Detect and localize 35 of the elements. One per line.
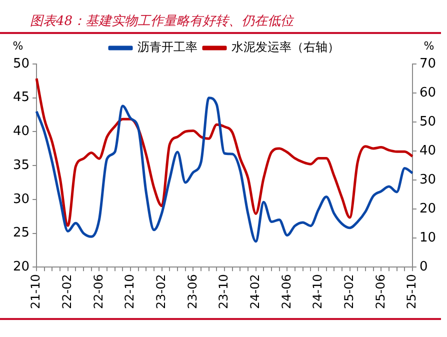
y2-tick-label: 60 (419, 85, 436, 100)
x-tick-label: 23-06 (185, 274, 200, 310)
line-series (35, 77, 414, 227)
y2-tick-label: 40 (419, 143, 436, 158)
y2-axis-title: % (424, 39, 434, 52)
y2-tick-label: 10 (419, 230, 436, 246)
x-tick-label: 24-02 (248, 274, 262, 310)
line-series (35, 96, 414, 243)
x-tick-label: 25-02 (342, 274, 356, 310)
x-tick-label: 22-02 (60, 274, 74, 310)
legend-label: 沥青开工率 (138, 40, 198, 54)
legend-label: 水泥发运率（右轴） (232, 40, 340, 54)
y2-tick-label: 70 (419, 56, 436, 72)
x-tick-label: 22-10 (122, 274, 137, 310)
y-tick-label: 20 (12, 260, 30, 275)
y2-tick-label: 30 (419, 172, 436, 188)
y-tick-label: 30 (12, 192, 30, 207)
y-tick-label: 40 (12, 124, 30, 140)
x-tick-label: 25-06 (373, 274, 388, 310)
x-tick-label: 22-06 (91, 274, 106, 310)
y-tick-label: 45 (12, 90, 30, 106)
y-axis-title: % (12, 39, 24, 52)
x-tick-label: 24-10 (310, 274, 325, 310)
y2-tick-label: 0 (419, 260, 428, 275)
x-tick-label: 23-10 (216, 274, 231, 310)
y-tick-label: 50 (12, 56, 30, 72)
x-tick-label: 21-10 (28, 274, 43, 310)
y-tick-label: 25 (12, 226, 30, 241)
chart-title: 图表48：基建实物工作量略有好转、仍在低位 (0, 0, 441, 34)
y2-tick-label: 50 (419, 114, 436, 130)
x-tick-label: 23-02 (154, 274, 168, 310)
y-tick-label: 35 (12, 158, 30, 173)
x-tick-label: 24-06 (279, 274, 294, 310)
y2-tick-label: 20 (419, 201, 436, 216)
x-tick-label: 25-10 (404, 274, 419, 310)
